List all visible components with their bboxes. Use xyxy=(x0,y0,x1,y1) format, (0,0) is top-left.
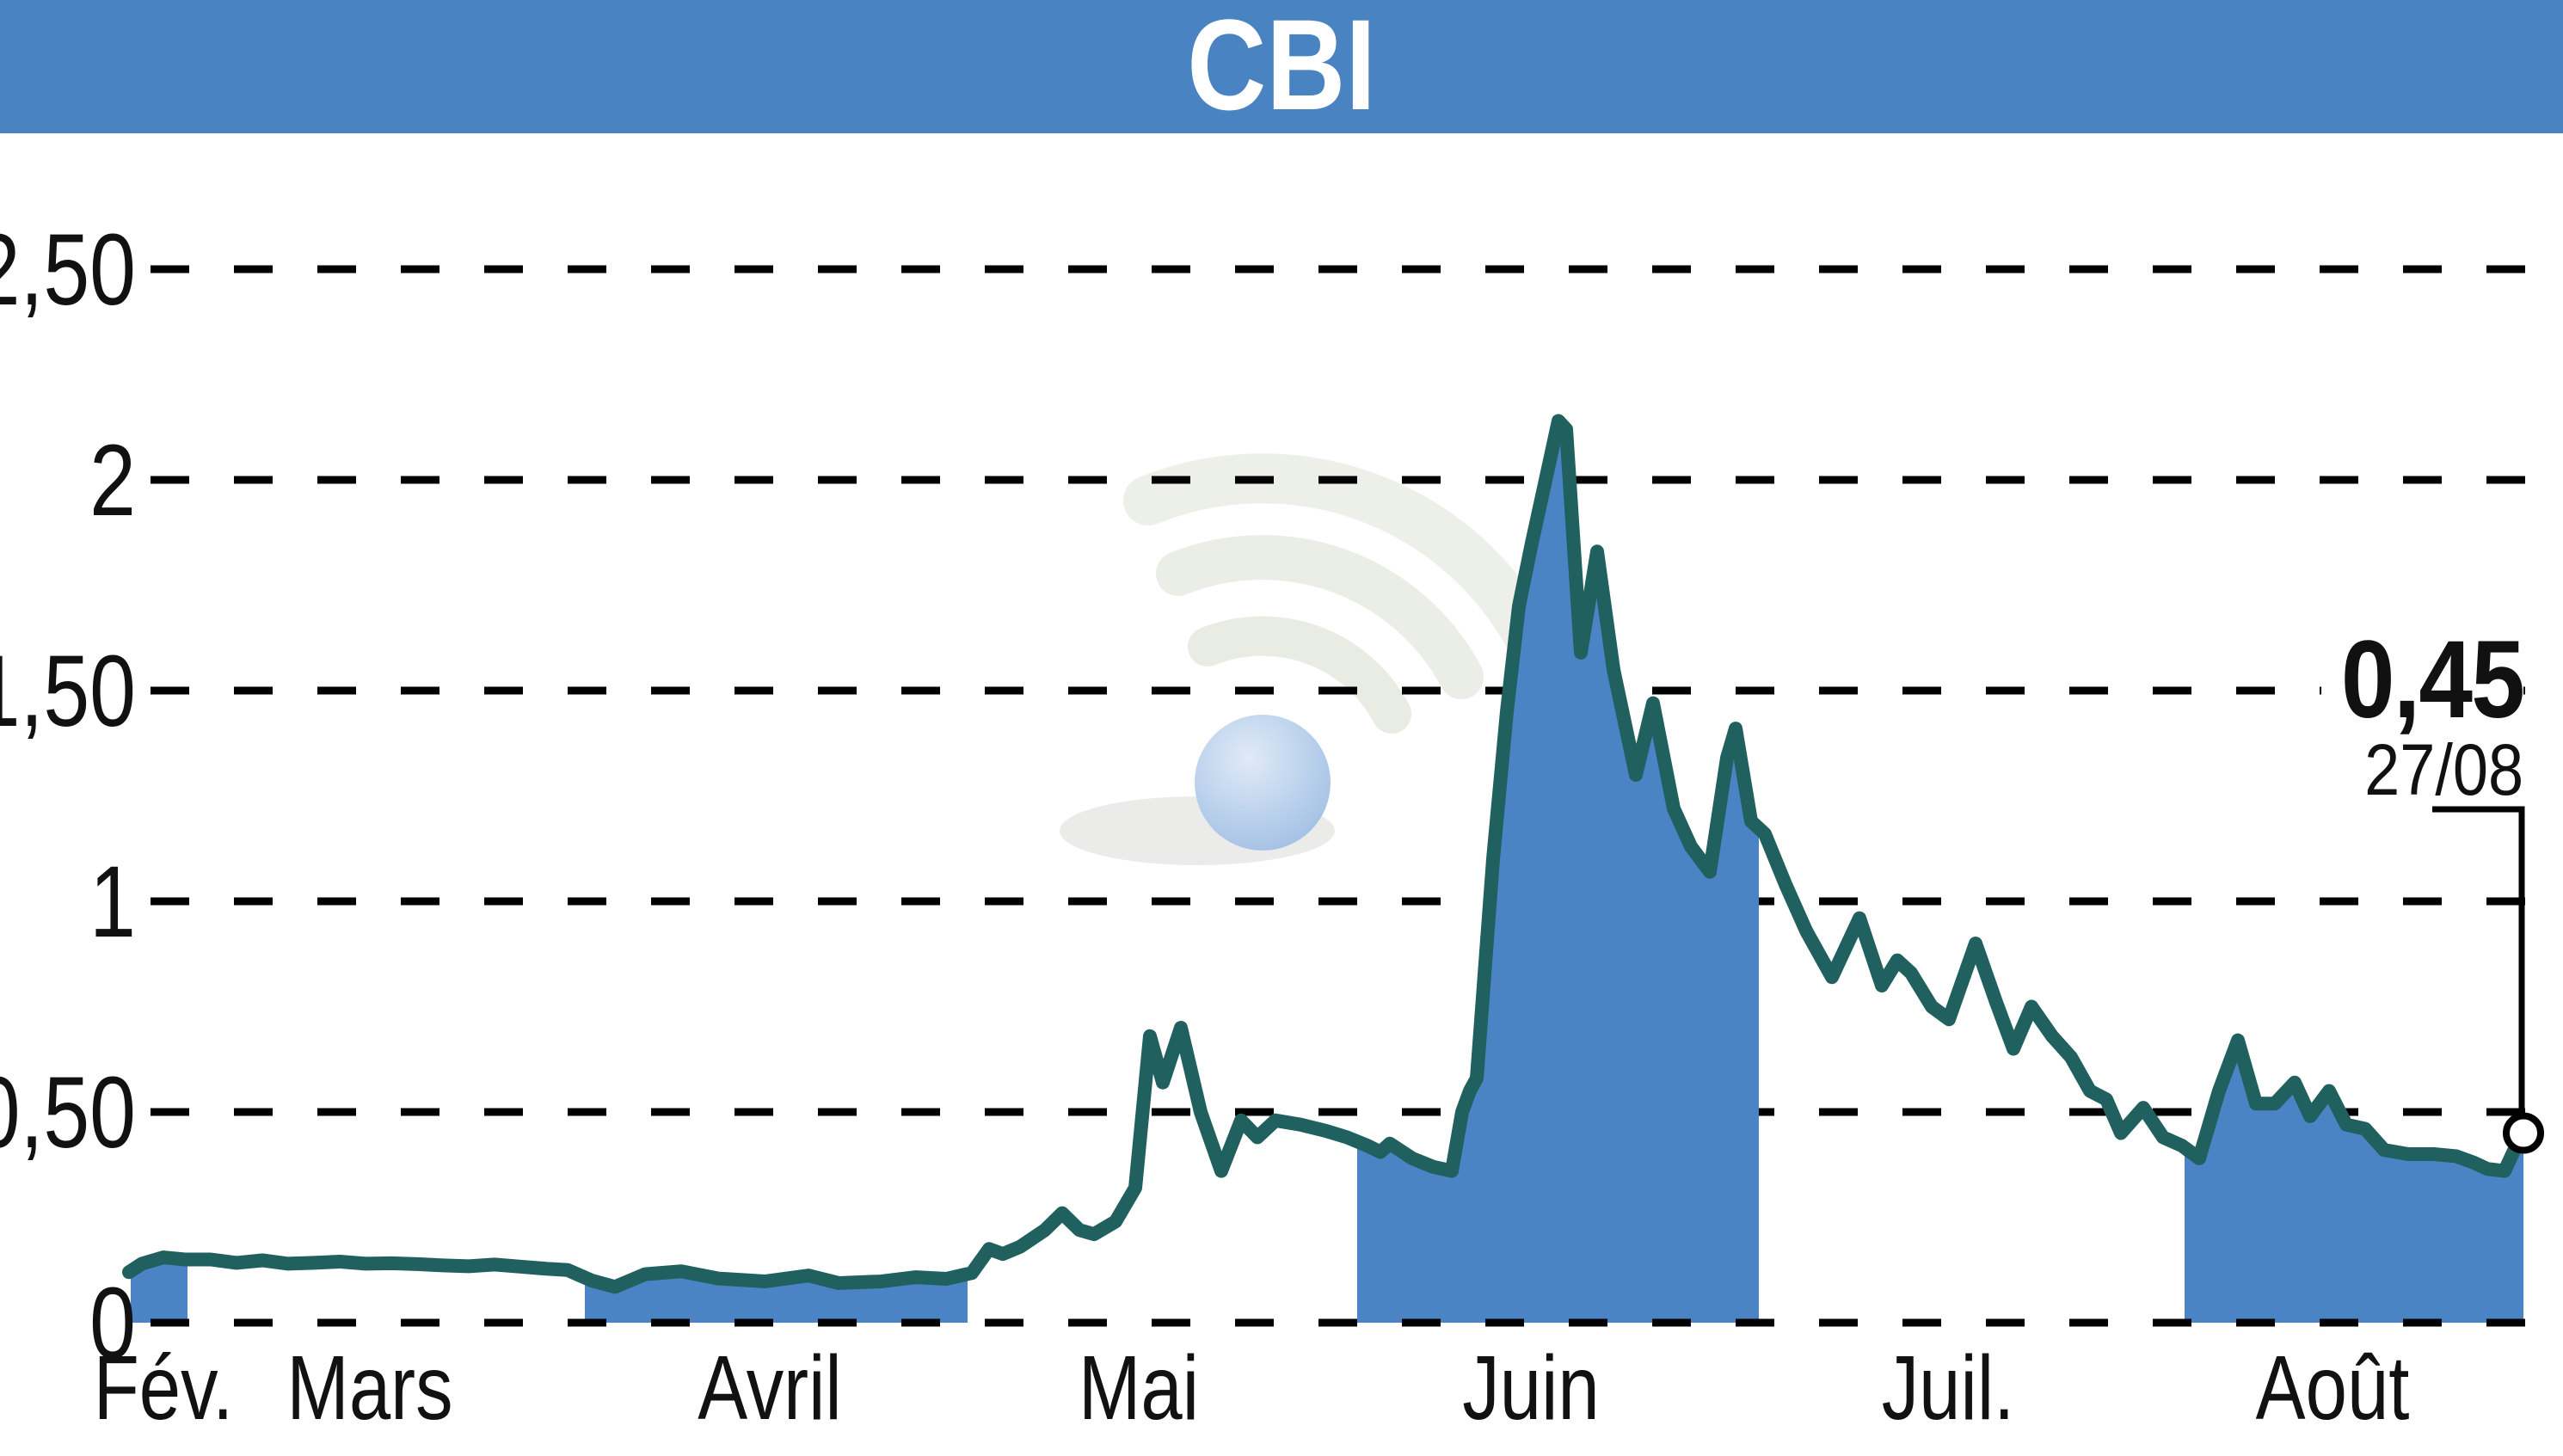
shaded-month-area xyxy=(1357,421,1759,1323)
shaded-month-area xyxy=(131,1257,187,1323)
x-axis-month-label: Juin xyxy=(1462,1336,1599,1439)
x-axis-month-label: Mars xyxy=(286,1336,452,1439)
x-axis-month-label: Mai xyxy=(1079,1336,1199,1439)
y-axis-tick-label: 0 xyxy=(89,1266,136,1379)
x-axis-month-label: Juil. xyxy=(1882,1336,2015,1439)
x-axis-month-label: Avril xyxy=(698,1336,841,1439)
watermark-arc-outer xyxy=(1123,453,1556,665)
last-price-value: 0,45 xyxy=(2340,618,2525,741)
y-axis-tick-label: 0,50 xyxy=(0,1055,136,1169)
y-axis-tick-label: 1 xyxy=(89,845,136,958)
chart-title: CBI xyxy=(1187,0,1376,137)
last-price-callout: 0,45 27/08 xyxy=(2320,618,2525,810)
last-price-date: 27/08 xyxy=(2364,728,2523,810)
y-axis-tick-label: 2 xyxy=(89,423,136,537)
y-axis-tick-label: 2,50 xyxy=(0,212,136,326)
price-line xyxy=(122,414,2530,1294)
callout-leader-line xyxy=(2432,806,2525,1113)
watermark-logo xyxy=(1060,453,1556,865)
watermark-arc-inner xyxy=(1188,616,1411,734)
last-price-marker xyxy=(2503,1112,2544,1154)
x-axis-month-label: Août xyxy=(2256,1336,2410,1439)
header-bar: CBI xyxy=(0,0,2563,133)
shaded-month-area xyxy=(2185,1040,2523,1323)
y-axis-tick-label: 1,50 xyxy=(0,634,136,747)
watermark-arc-middle xyxy=(1156,535,1484,699)
x-axis-month-label: Fév. xyxy=(94,1336,234,1439)
watermark-ball xyxy=(1195,715,1331,851)
